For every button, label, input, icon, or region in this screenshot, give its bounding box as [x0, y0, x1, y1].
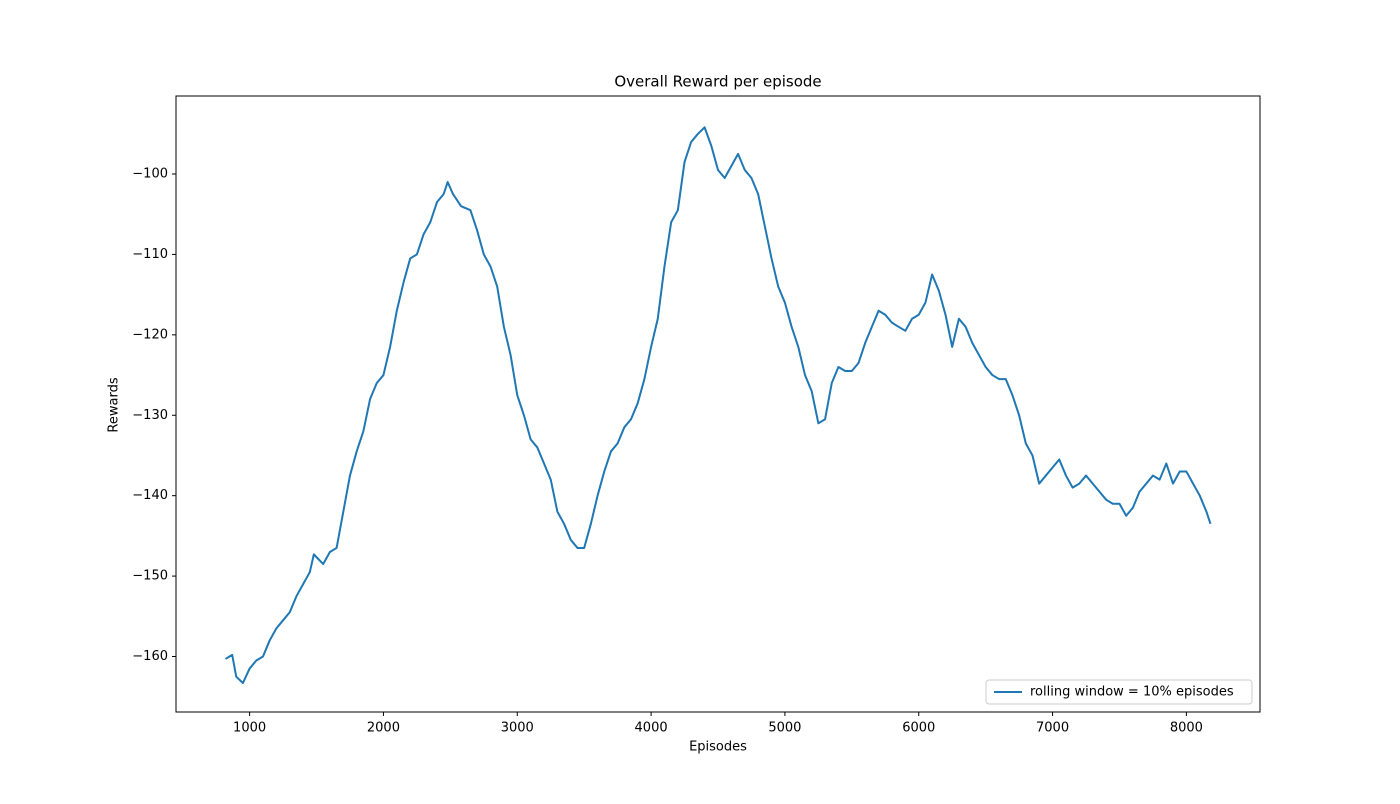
y-tick-label: −150 [132, 569, 168, 584]
x-tick-label: 5000 [768, 721, 801, 736]
x-axis-label: Episodes [689, 740, 747, 755]
x-tick-label: 3000 [501, 721, 534, 736]
x-tick-label: 4000 [635, 721, 668, 736]
x-tick-label: 1000 [233, 721, 266, 736]
legend-label: rolling window = 10% episodes [1030, 685, 1234, 700]
y-axis-label: Rewards [107, 377, 122, 432]
y-tick-label: −120 [132, 327, 168, 342]
y-tick-label: −140 [132, 488, 168, 503]
plot-frame [175, 95, 1261, 713]
x-tick-label: 2000 [367, 721, 400, 736]
y-tick-label: −110 [132, 247, 168, 262]
y-tick-label: −160 [132, 649, 168, 664]
line-series [225, 126, 1212, 685]
y-tick-label: −100 [132, 167, 168, 182]
chart-title: Overall Reward per episode [614, 73, 821, 91]
x-tick-label: 8000 [1170, 721, 1203, 736]
x-tick-label: 7000 [1036, 721, 1069, 736]
y-tick-label: −130 [132, 408, 168, 423]
x-tick-label: 6000 [902, 721, 935, 736]
legend-box [985, 679, 1253, 705]
